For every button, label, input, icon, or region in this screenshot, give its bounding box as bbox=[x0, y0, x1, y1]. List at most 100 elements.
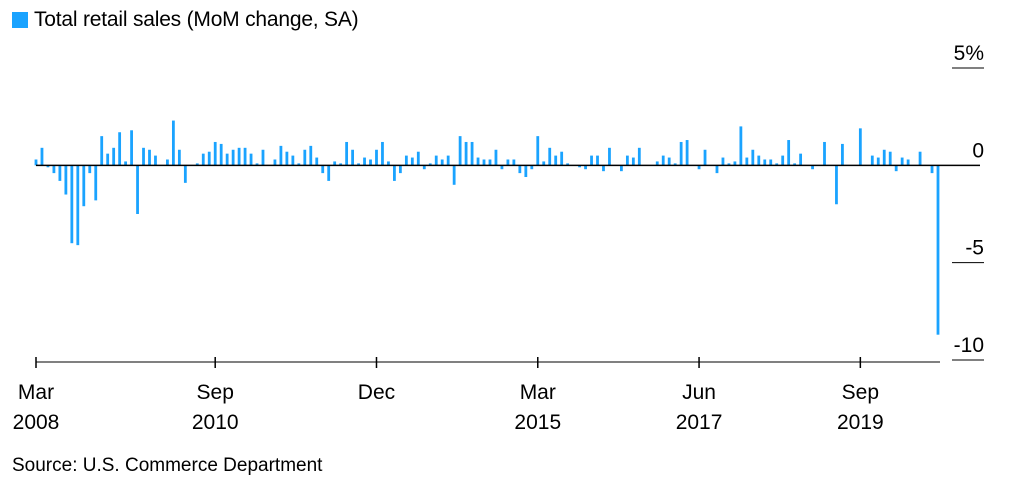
bar bbox=[506, 159, 510, 166]
bar bbox=[452, 165, 456, 185]
bar bbox=[166, 159, 169, 166]
bar bbox=[625, 155, 629, 166]
bar bbox=[422, 165, 426, 170]
bar bbox=[906, 159, 910, 166]
bar bbox=[727, 163, 731, 166]
bar bbox=[255, 163, 259, 166]
bar bbox=[237, 147, 241, 166]
bar bbox=[578, 165, 581, 168]
bar bbox=[918, 151, 922, 166]
bar bbox=[458, 136, 462, 166]
bar bbox=[464, 141, 468, 166]
bar bbox=[40, 147, 44, 166]
x-tick-label: 2017 bbox=[676, 411, 723, 434]
bar bbox=[393, 165, 396, 181]
y-tick-label: 0 bbox=[972, 139, 984, 162]
bar bbox=[488, 159, 492, 166]
bar bbox=[470, 141, 474, 166]
bar bbox=[207, 151, 211, 166]
bar bbox=[500, 165, 504, 170]
bar bbox=[363, 157, 366, 166]
y-tick-label: -5 bbox=[965, 237, 984, 260]
bar bbox=[52, 165, 56, 174]
legend-swatch bbox=[12, 12, 28, 28]
bar bbox=[482, 159, 486, 166]
bar bbox=[667, 157, 671, 166]
bar bbox=[201, 153, 205, 166]
bar bbox=[124, 161, 127, 166]
bar bbox=[183, 165, 187, 183]
bar bbox=[655, 161, 659, 166]
bar bbox=[357, 163, 360, 166]
bar bbox=[876, 157, 880, 166]
bar bbox=[882, 149, 886, 166]
bar bbox=[285, 151, 289, 166]
bar bbox=[446, 155, 450, 166]
bar bbox=[76, 165, 80, 246]
bar bbox=[82, 165, 86, 207]
bar bbox=[858, 128, 862, 166]
bar bbox=[751, 149, 755, 166]
bar bbox=[799, 153, 803, 166]
bar bbox=[351, 149, 354, 166]
bar bbox=[596, 155, 599, 166]
bar bbox=[661, 155, 665, 166]
bar bbox=[136, 165, 139, 214]
bar bbox=[410, 157, 414, 166]
legend-label: Total retail sales (MoM change, SA) bbox=[34, 8, 359, 31]
y-tick-label: 5% bbox=[954, 42, 984, 65]
x-tick-label: Mar bbox=[18, 381, 54, 404]
bar bbox=[309, 145, 313, 166]
bar bbox=[685, 140, 689, 166]
bar bbox=[775, 163, 779, 166]
bar bbox=[620, 165, 623, 172]
bar bbox=[46, 165, 50, 168]
bar bbox=[64, 165, 68, 195]
bar bbox=[554, 155, 558, 166]
bar bbox=[440, 159, 444, 166]
bar bbox=[900, 157, 904, 166]
bar bbox=[375, 149, 378, 166]
bar bbox=[279, 145, 283, 166]
bar bbox=[261, 149, 265, 166]
x-axis: Mar 2008 Sep 2010 Dec Mar 2015 Jun 2017 Sep 2019 bbox=[13, 357, 884, 434]
x-tick-label: Jun bbox=[682, 381, 716, 404]
bar bbox=[811, 165, 814, 170]
bar bbox=[148, 149, 151, 166]
bar bbox=[673, 163, 677, 166]
bar bbox=[416, 151, 420, 166]
bar bbox=[518, 165, 522, 174]
x-tick-label: 2010 bbox=[192, 411, 239, 434]
bar bbox=[225, 153, 229, 166]
bar bbox=[70, 165, 74, 244]
bar bbox=[94, 165, 98, 201]
bar bbox=[398, 165, 402, 174]
bar bbox=[781, 155, 785, 166]
bar bbox=[100, 136, 104, 166]
bar bbox=[548, 147, 552, 166]
bar bbox=[870, 155, 874, 166]
bar bbox=[369, 159, 372, 166]
bar bbox=[930, 165, 934, 174]
bar bbox=[715, 165, 719, 174]
bar bbox=[733, 161, 737, 166]
bar bbox=[584, 165, 587, 170]
bar bbox=[823, 141, 826, 166]
bar bbox=[303, 149, 307, 166]
bar bbox=[894, 165, 898, 172]
bar bbox=[273, 159, 277, 166]
x-tick-label: 2008 bbox=[13, 411, 60, 434]
bar bbox=[560, 151, 564, 166]
bar bbox=[130, 130, 133, 166]
bar bbox=[602, 165, 605, 172]
bar bbox=[249, 153, 253, 166]
bar bbox=[530, 165, 534, 170]
bar bbox=[213, 141, 217, 166]
bar bbox=[888, 151, 892, 166]
bar bbox=[631, 157, 635, 166]
bar bbox=[835, 165, 838, 205]
bar bbox=[195, 163, 199, 166]
bar bbox=[219, 143, 223, 166]
x-tick-label: Dec bbox=[358, 381, 395, 404]
bar bbox=[793, 163, 797, 166]
